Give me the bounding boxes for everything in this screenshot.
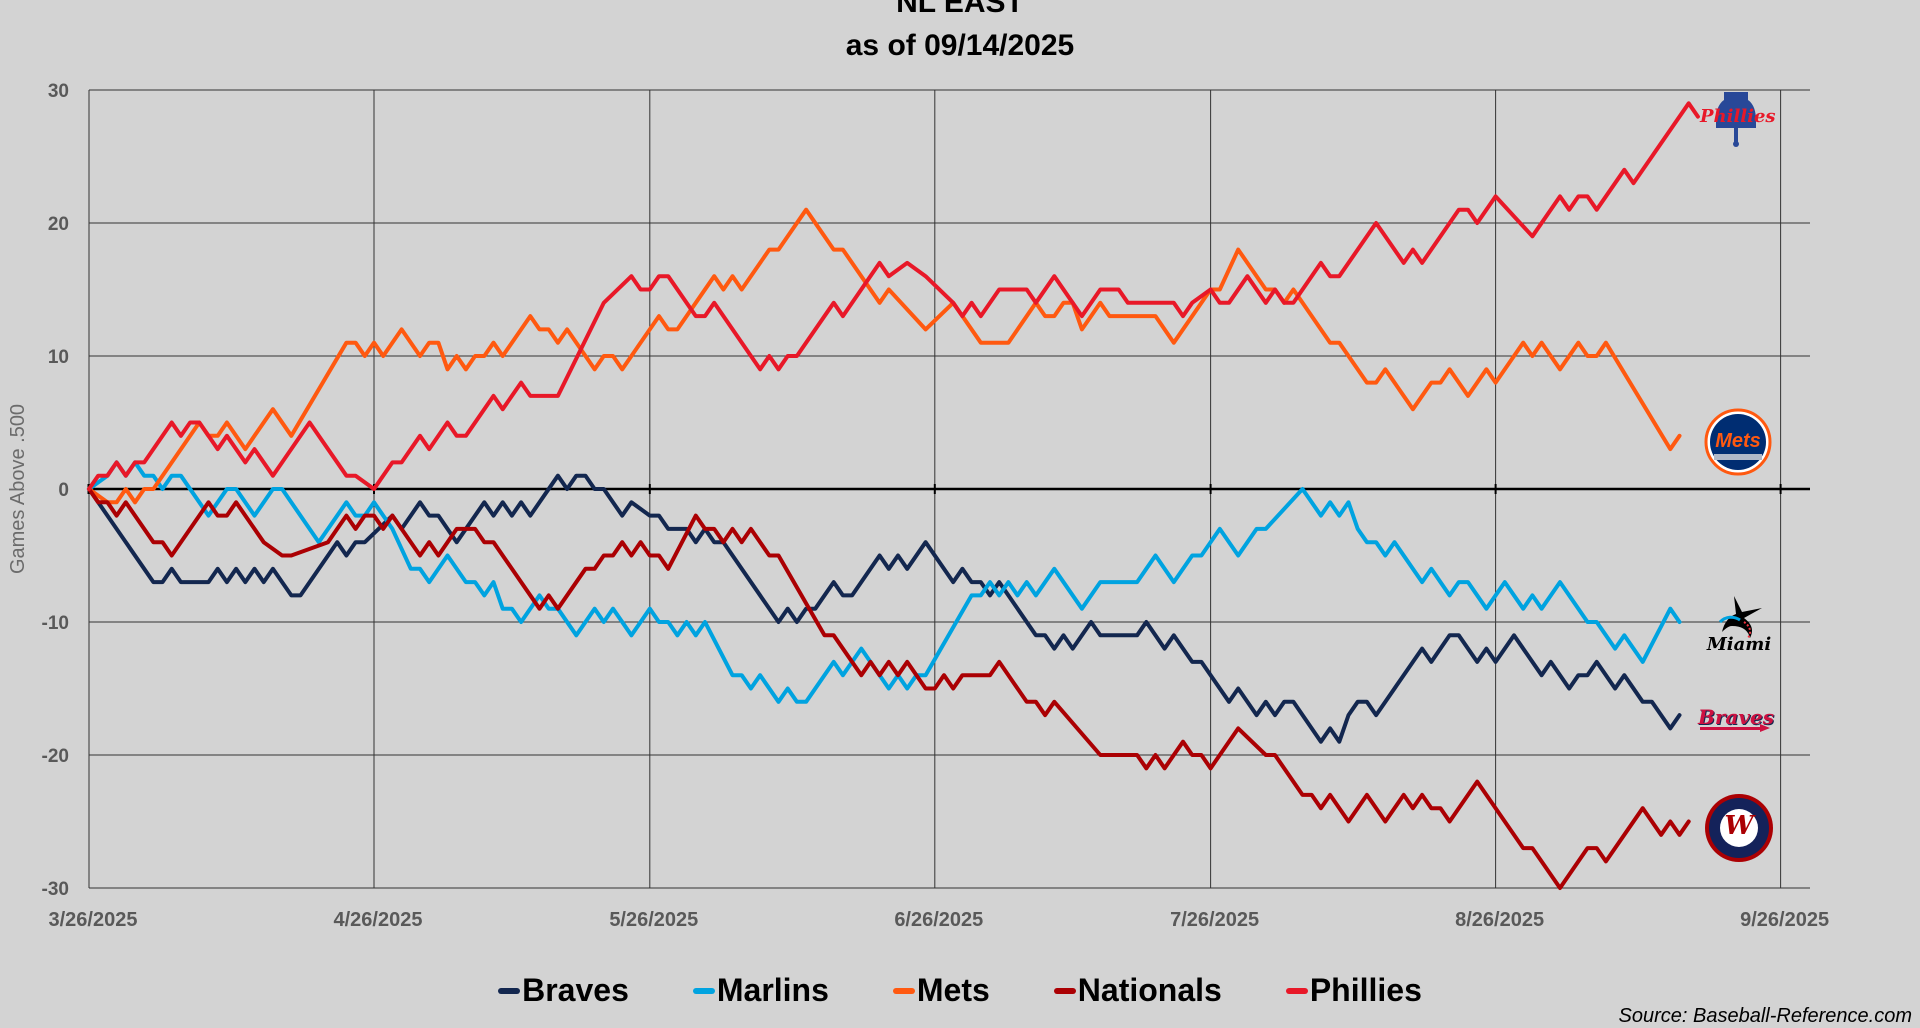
y-tick-label: 0	[58, 480, 69, 501]
chart-title: NL EAST	[896, 0, 1024, 19]
x-tick-label: 5/26/2025	[609, 909, 698, 931]
series-line-mets	[87, 207, 1682, 505]
mets-swatch	[892, 987, 915, 994]
x-tick-label: 3/26/2025	[49, 909, 138, 931]
y-tick-label: -20	[42, 746, 69, 767]
legend-item-marlins: Marlins	[692, 972, 829, 1009]
series-line-nationals	[87, 487, 1691, 890]
y-tick-label: 30	[48, 81, 69, 102]
series-lines	[87, 101, 1700, 890]
legend-label: Marlins	[716, 972, 829, 1008]
legend-label: Nationals	[1077, 972, 1222, 1008]
chart-legend: Braves Marlins Mets Nationals Phillies	[0, 972, 1920, 1009]
legend-label: Braves	[522, 972, 629, 1008]
legend-label: Mets	[916, 972, 990, 1008]
braves-swatch	[498, 987, 521, 994]
y-tick-label: -10	[42, 613, 69, 634]
legend-item-phillies: Phillies	[1285, 972, 1422, 1009]
x-tick-label: 7/26/2025	[1170, 909, 1259, 931]
nationals-logo-text: W	[1724, 811, 1754, 841]
y-tick-label: -30	[42, 879, 69, 900]
x-tick-label: 4/26/2025	[334, 909, 423, 931]
y-tick-label: 20	[48, 214, 69, 235]
legend-item-braves: Braves	[498, 972, 629, 1009]
series-line-braves	[87, 473, 1682, 744]
marlins-swatch	[692, 987, 715, 994]
legend-item-nationals: Nationals	[1053, 972, 1222, 1009]
phillies-logo-text: Phillies	[1700, 106, 1776, 127]
x-axis-ticks: 3/26/2025 4/26/2025 5/26/2025 6/26/2025 7/26…	[49, 909, 1830, 931]
marlins-logo: Miami	[1704, 592, 1774, 662]
mets-logo: Mets	[1704, 408, 1772, 476]
phillies-logo: Phillies	[1700, 88, 1776, 152]
series-line-phillies	[87, 101, 1700, 491]
series-line-marlins	[87, 460, 1682, 704]
chart-subtitle: as of 09/14/2025	[845, 29, 1075, 62]
y-tick-label: 10	[48, 347, 69, 368]
x-tick-label: 6/26/2025	[894, 909, 983, 931]
marlins-logo-text: Miami	[1706, 634, 1772, 655]
x-tick-label: 9/26/2025	[1740, 909, 1829, 931]
braves-logo: Braves	[1696, 700, 1776, 734]
y-axis-ticks: 30 20 10 0 -10 -20 -30	[42, 81, 69, 900]
nationals-logo: W	[1704, 793, 1774, 863]
legend-item-mets: Mets	[892, 972, 990, 1009]
phillies-swatch	[1285, 987, 1308, 994]
legend-label: Phillies	[1309, 972, 1422, 1008]
x-tick-label: 8/26/2025	[1455, 909, 1544, 931]
y-axis-label: Games Above .500	[7, 404, 29, 574]
source-note: Source: Baseball-Reference.com	[1618, 1005, 1912, 1027]
nationals-swatch	[1053, 987, 1076, 994]
mets-logo-text: Mets	[1715, 430, 1761, 452]
gridlines	[87, 89, 1810, 889]
